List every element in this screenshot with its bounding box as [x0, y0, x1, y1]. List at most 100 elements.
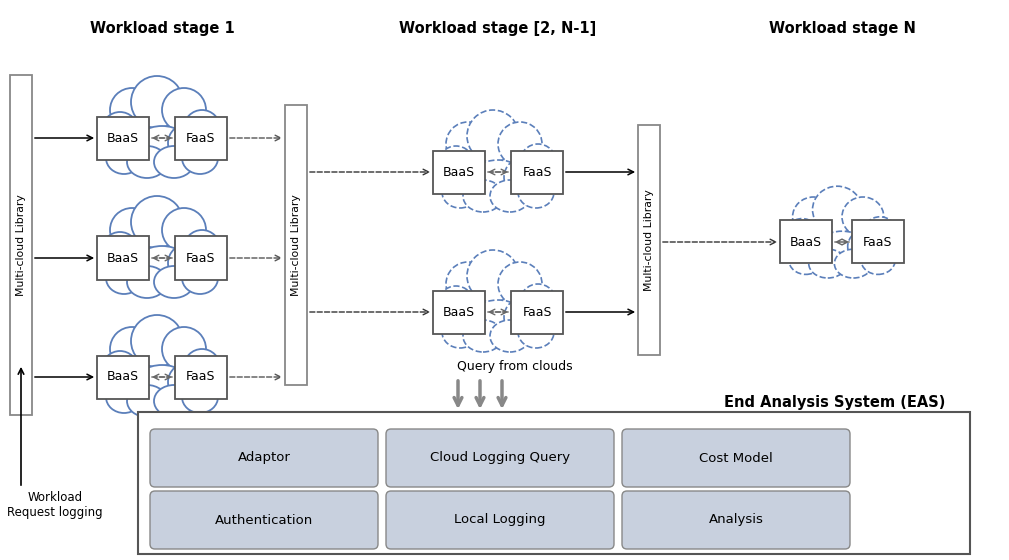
- FancyBboxPatch shape: [852, 221, 904, 264]
- Ellipse shape: [438, 286, 474, 322]
- FancyBboxPatch shape: [386, 429, 614, 487]
- Ellipse shape: [498, 122, 542, 166]
- Ellipse shape: [793, 197, 834, 236]
- Text: BaaS: BaaS: [790, 236, 822, 249]
- Text: BaaS: BaaS: [107, 251, 139, 264]
- Ellipse shape: [127, 146, 167, 178]
- Ellipse shape: [448, 157, 492, 197]
- Ellipse shape: [169, 362, 212, 402]
- Ellipse shape: [110, 88, 154, 132]
- Ellipse shape: [131, 76, 183, 128]
- Ellipse shape: [446, 262, 490, 306]
- Text: Workload
Request logging: Workload Request logging: [7, 491, 103, 519]
- Ellipse shape: [863, 217, 897, 249]
- FancyBboxPatch shape: [175, 236, 227, 279]
- Ellipse shape: [112, 123, 156, 163]
- Text: Adaptor: Adaptor: [237, 451, 291, 464]
- Ellipse shape: [463, 320, 503, 352]
- Ellipse shape: [184, 230, 220, 266]
- FancyBboxPatch shape: [511, 291, 563, 334]
- Ellipse shape: [446, 122, 490, 166]
- Ellipse shape: [520, 144, 556, 180]
- FancyBboxPatch shape: [175, 116, 227, 160]
- Text: BaaS: BaaS: [107, 371, 139, 384]
- Ellipse shape: [162, 327, 206, 371]
- Text: FaaS: FaaS: [864, 236, 893, 249]
- Ellipse shape: [520, 284, 556, 320]
- Text: BaaS: BaaS: [443, 166, 475, 179]
- FancyBboxPatch shape: [97, 356, 149, 399]
- Text: FaaS: FaaS: [523, 306, 552, 319]
- FancyBboxPatch shape: [622, 491, 850, 549]
- FancyBboxPatch shape: [433, 151, 485, 194]
- Ellipse shape: [834, 249, 873, 278]
- Ellipse shape: [470, 160, 526, 200]
- Ellipse shape: [112, 362, 156, 402]
- Ellipse shape: [134, 365, 190, 405]
- Ellipse shape: [127, 266, 167, 298]
- Ellipse shape: [134, 126, 190, 166]
- Ellipse shape: [848, 228, 890, 264]
- Ellipse shape: [794, 228, 836, 264]
- Ellipse shape: [815, 231, 869, 267]
- Ellipse shape: [182, 142, 218, 174]
- Ellipse shape: [127, 385, 167, 417]
- Ellipse shape: [110, 208, 154, 252]
- Bar: [10, 75, 32, 415]
- Ellipse shape: [518, 176, 554, 208]
- Ellipse shape: [463, 180, 503, 212]
- Ellipse shape: [442, 316, 478, 348]
- Ellipse shape: [169, 123, 212, 163]
- Ellipse shape: [182, 381, 218, 413]
- Ellipse shape: [438, 146, 474, 182]
- Ellipse shape: [162, 208, 206, 252]
- Text: FaaS: FaaS: [187, 251, 216, 264]
- Ellipse shape: [470, 300, 526, 340]
- Ellipse shape: [442, 176, 478, 208]
- Text: Multi-cloud Library: Multi-cloud Library: [16, 194, 26, 296]
- Text: Analysis: Analysis: [708, 514, 764, 526]
- Ellipse shape: [102, 232, 138, 268]
- Ellipse shape: [110, 327, 154, 371]
- Ellipse shape: [106, 381, 142, 413]
- Ellipse shape: [182, 262, 218, 294]
- Text: FaaS: FaaS: [187, 371, 216, 384]
- Text: Cost Model: Cost Model: [699, 451, 773, 464]
- Bar: [285, 105, 307, 385]
- Text: Workload stage [2, N-1]: Workload stage [2, N-1]: [400, 21, 596, 35]
- FancyBboxPatch shape: [386, 491, 614, 549]
- Ellipse shape: [467, 250, 519, 302]
- Ellipse shape: [789, 246, 823, 274]
- Ellipse shape: [504, 297, 548, 337]
- FancyBboxPatch shape: [433, 291, 485, 334]
- Ellipse shape: [448, 297, 492, 337]
- Text: End Analysis System (EAS): End Analysis System (EAS): [724, 394, 945, 409]
- Ellipse shape: [154, 146, 194, 178]
- Text: BaaS: BaaS: [107, 132, 139, 144]
- Ellipse shape: [169, 243, 212, 283]
- FancyBboxPatch shape: [150, 491, 378, 549]
- Text: Local Logging: Local Logging: [454, 514, 546, 526]
- Ellipse shape: [106, 142, 142, 174]
- Ellipse shape: [809, 249, 847, 278]
- Ellipse shape: [184, 110, 220, 146]
- Ellipse shape: [102, 351, 138, 387]
- FancyBboxPatch shape: [97, 236, 149, 279]
- FancyBboxPatch shape: [511, 151, 563, 194]
- FancyBboxPatch shape: [97, 116, 149, 160]
- Ellipse shape: [102, 112, 138, 148]
- FancyBboxPatch shape: [150, 429, 378, 487]
- Text: Cloud Logging Query: Cloud Logging Query: [430, 451, 570, 464]
- Text: FaaS: FaaS: [523, 166, 552, 179]
- Ellipse shape: [490, 180, 530, 212]
- Ellipse shape: [112, 243, 156, 283]
- Ellipse shape: [842, 197, 884, 236]
- Ellipse shape: [467, 110, 519, 162]
- Ellipse shape: [162, 88, 206, 132]
- Ellipse shape: [812, 186, 862, 233]
- Ellipse shape: [861, 246, 895, 274]
- Ellipse shape: [134, 246, 190, 286]
- Ellipse shape: [131, 315, 183, 367]
- Text: Workload stage 1: Workload stage 1: [90, 21, 234, 35]
- Ellipse shape: [154, 266, 194, 298]
